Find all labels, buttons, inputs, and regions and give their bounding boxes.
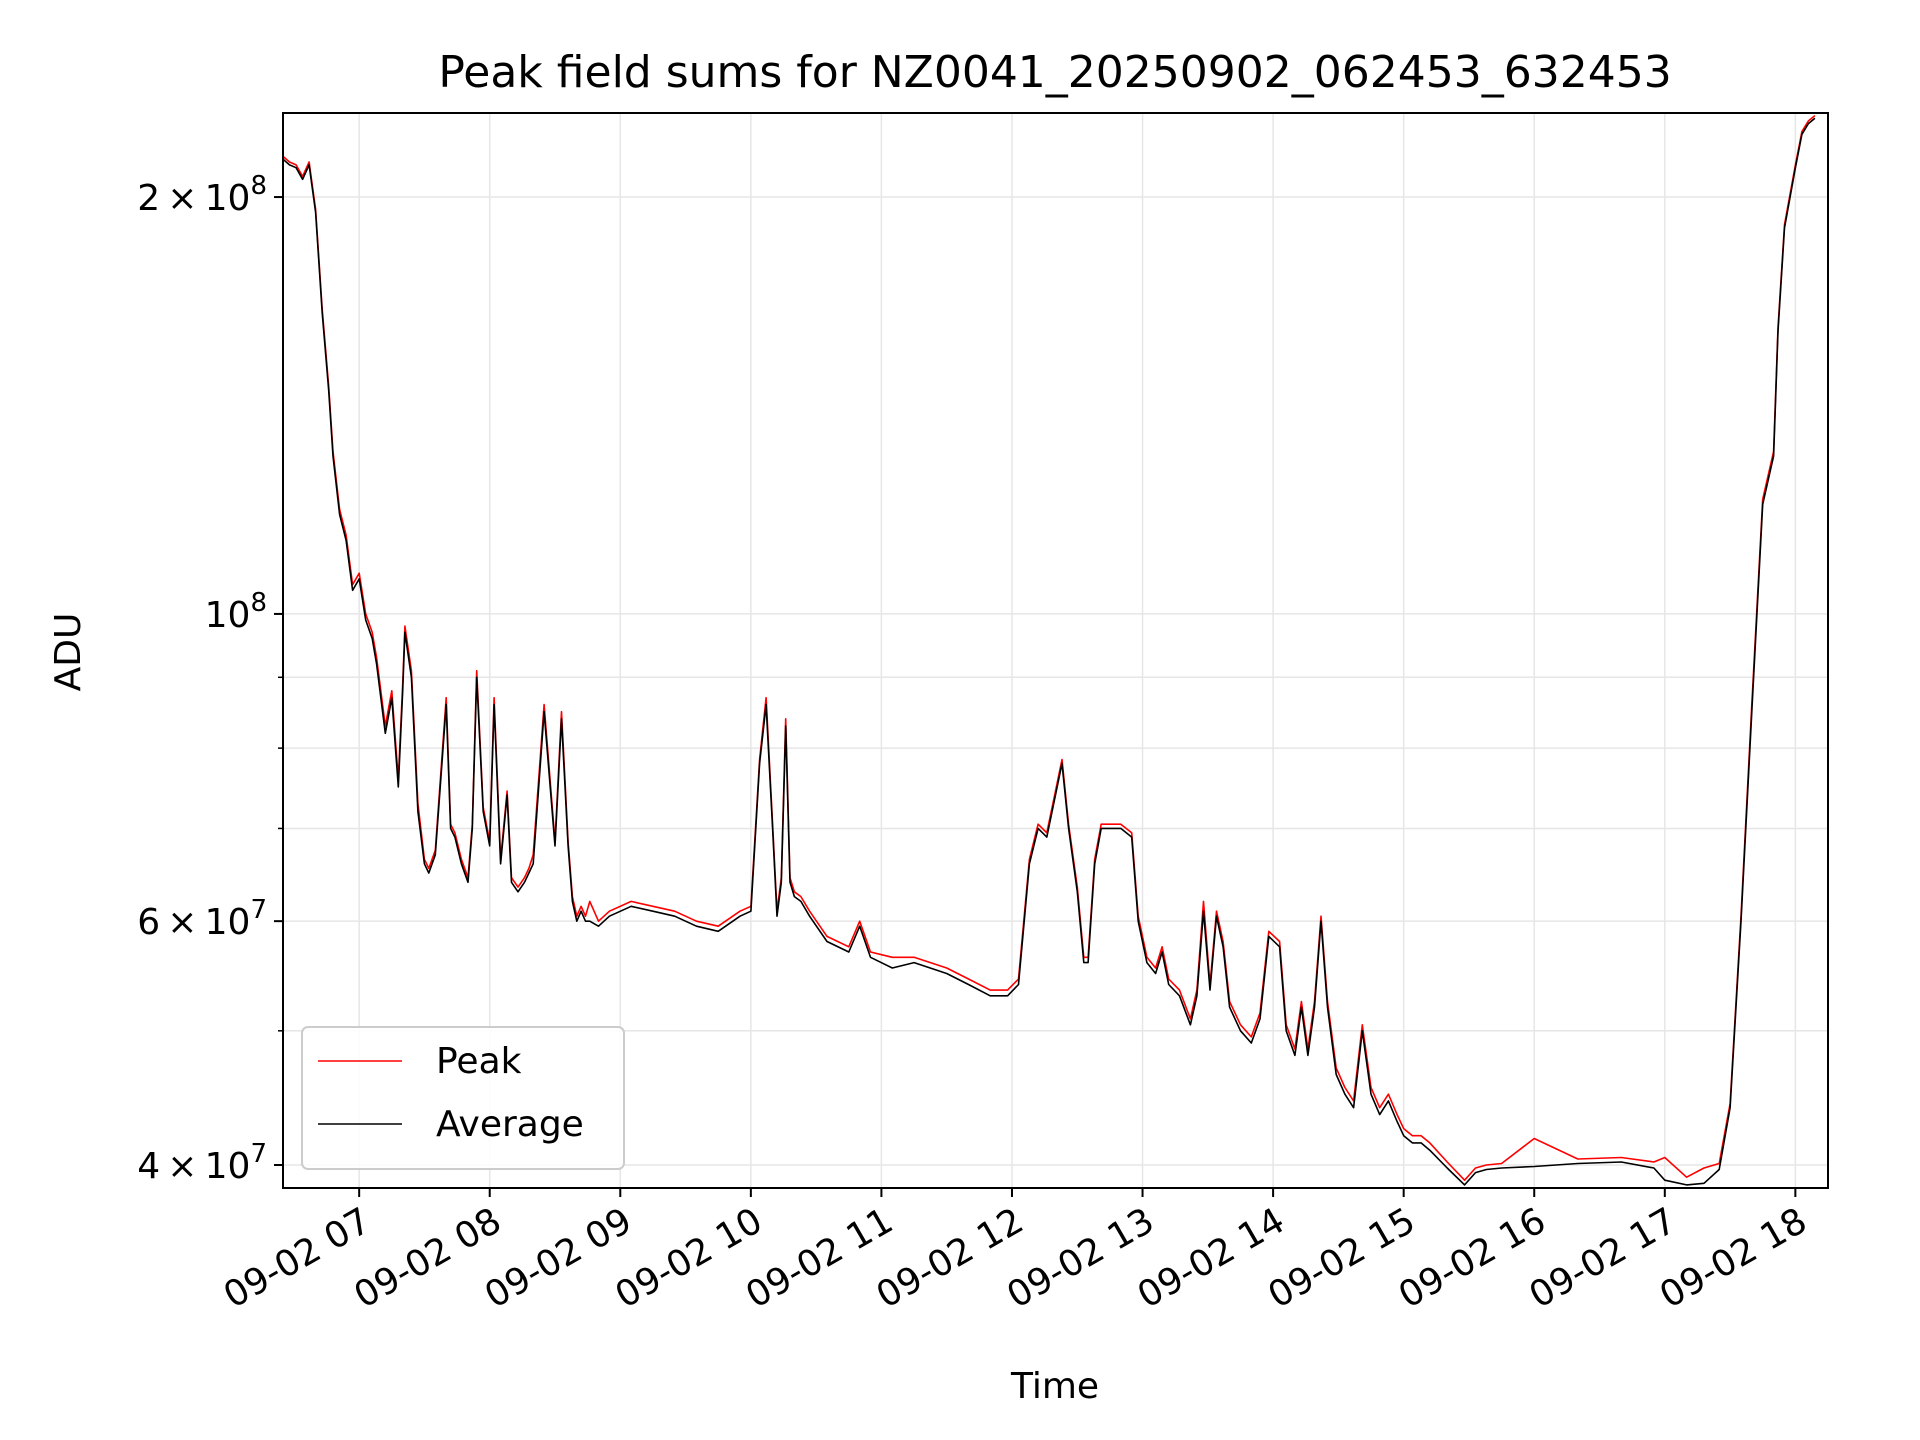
grid xyxy=(283,113,1828,1188)
y-axis: 4 × 107 6 × 107 108 2 × 108 xyxy=(137,171,283,1187)
y-tick-label: 108 xyxy=(205,588,267,636)
y-tick-label: 4 × 107 xyxy=(137,1139,267,1187)
legend-box xyxy=(301,1026,625,1170)
chart-title: Peak field sums for NZ0041_20250902_0624… xyxy=(438,47,1671,98)
series-line-average xyxy=(283,117,1816,1186)
legend-label-average: Average xyxy=(436,1104,584,1145)
legend: Peak Average xyxy=(301,1026,625,1170)
x-axis-label: Time xyxy=(1010,1366,1099,1407)
series-group xyxy=(283,114,1816,1186)
legend-label-peak: Peak xyxy=(436,1041,522,1082)
y-axis-label: ADU xyxy=(48,613,89,692)
series-line-peak xyxy=(283,114,1816,1181)
y-tick-label: 6 × 107 xyxy=(137,895,267,943)
plot-frame xyxy=(282,112,1829,1189)
y-tick-label: 2 × 108 xyxy=(137,171,267,219)
